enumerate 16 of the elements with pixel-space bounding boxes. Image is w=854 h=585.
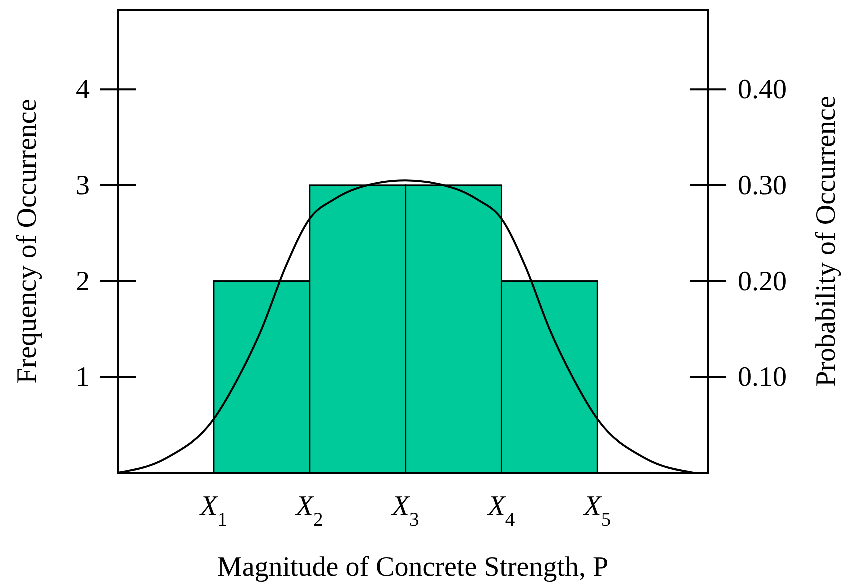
x-tick-label: X$_{1}$	[199, 491, 228, 530]
x-tick-label: X$_{2}$	[295, 491, 324, 530]
x-axis-title: Magnitude of Concrete Strength, P	[217, 552, 609, 583]
y2-tick-label: 0.30	[738, 170, 787, 202]
y-tick-label: 4	[76, 74, 90, 106]
x-tick-label: X$_{4}$	[487, 491, 516, 530]
y2-axis-title: Probability of Occurrence	[811, 96, 842, 387]
y-tick-label: 2	[76, 266, 90, 298]
y2-tick-label: 0.10	[738, 362, 787, 394]
y-tick-label: 3	[76, 170, 90, 202]
y-axis-title: Frequency of Occurrence	[12, 99, 43, 384]
x-tick-label: X$_{3}$	[391, 491, 420, 530]
y2-tick-label: 0.40	[738, 74, 787, 106]
y2-tick-label: 0.20	[738, 266, 787, 298]
y-tick-label: 1	[76, 362, 90, 394]
x-tick-label: X$_{5}$	[583, 491, 612, 530]
